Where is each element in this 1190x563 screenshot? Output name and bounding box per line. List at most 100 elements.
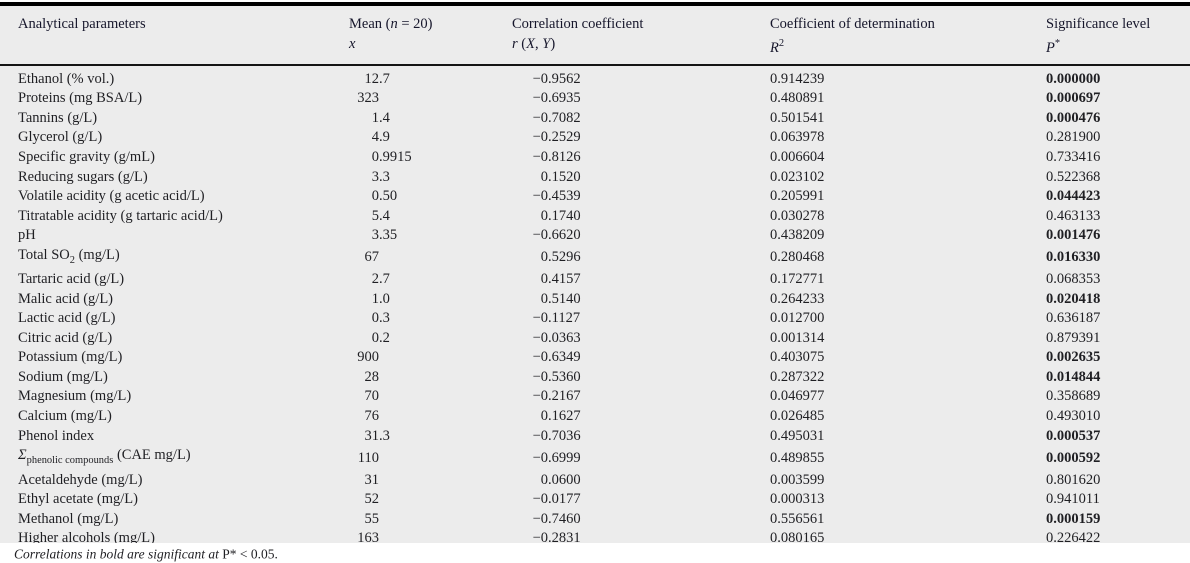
p-value-cell: 0.281900 [1046,129,1101,146]
mean-cell: 4.9 [340,128,503,148]
p-value-cell: 0.493010 [1046,408,1101,425]
table-row: Proteins (mg BSA/L) 323 −0.6935 0.480891 0.0… [0,89,1190,109]
param-cell: Proteins (mg BSA/L) [18,90,143,107]
r-squared-cell: 0.205991 [770,188,825,205]
frac-part: .5140 [548,290,581,307]
correlation-cell: −0.9562 [503,65,768,90]
frac-part: .8126 [548,149,581,166]
frac-part: .7 [379,70,390,87]
header-line1: Coefficient of determination [770,16,935,32]
mean-cell: 163 [340,529,503,555]
int-part: 0 [540,471,548,488]
int-part: −0 [532,368,548,385]
table-row: Malic acid (g/L) 1.0 0.5140 0.264233 0.02041… [0,290,1190,310]
r-squared-cell: 0.556561 [770,510,825,527]
int-part: 31 [364,427,380,444]
p-value-cell: 0.801620 [1046,471,1101,488]
mean-cell: 0.9915 [340,148,503,168]
frac-part: .9915 [379,149,412,166]
param-cell: Ethyl acetate (mg/L) [18,491,138,508]
mean-cell: 3.3 [340,168,503,188]
correlation-cell: 0.5296 [503,246,768,270]
table-row: Titratable acidity (g tartaric acid/L) 5.… [0,207,1190,227]
int-part: 2 [371,271,379,288]
p-value-cell: 0.002635 [1046,349,1101,366]
frac-part: .5360 [548,368,581,385]
p-value-cell: 0.001476 [1046,227,1101,244]
mean-cell: 70 [340,387,503,407]
frac-part: .1740 [548,207,581,224]
frac-part: .7 [379,271,390,288]
int-part: 3 [371,168,379,185]
int-part: −0 [532,449,548,466]
frac-part: .3 [379,168,390,185]
correlation-cell: −0.6620 [503,226,768,246]
correlation-cell: 0.1627 [503,407,768,427]
int-part: 163 [357,530,379,547]
correlation-cell: −0.7082 [503,109,768,129]
int-part: 55 [364,510,380,527]
mean-cell: 1.0 [340,290,503,310]
int-part: 0 [371,149,379,166]
frac-part: .4 [379,109,390,126]
param-cell: Malic acid (g/L) [18,290,114,307]
p-value-cell: 0.044423 [1046,188,1101,205]
r-squared-cell: 0.403075 [770,349,825,366]
header-line1: Analytical parameters [18,16,146,32]
frac-part: .7460 [548,510,581,527]
param-cell: Magnesium (mg/L) [18,388,132,405]
mean-cell: 2.7 [340,270,503,290]
frac-part: .4539 [548,188,581,205]
int-part: 0 [540,207,548,224]
frac-part: .4157 [548,271,581,288]
r-squared-cell: 0.495031 [770,427,825,444]
r-squared-cell: 0.026485 [770,408,825,425]
int-part: −0 [532,310,548,327]
correlation-cell: −0.2529 [503,128,768,148]
int-part: −0 [532,227,548,244]
table-header: Analytical parameters Mean (n = 20) x Co… [0,4,1190,66]
param-cell: Specific gravity (g/mL) [18,149,155,166]
int-part: −0 [532,109,548,126]
mean-cell: 55 [340,510,503,530]
table-row: Σphenolic compounds (CAE mg/L) 110 −0.6999… [0,446,1190,470]
p-value-cell: 0.733416 [1046,149,1101,166]
p-value-cell: 0.000476 [1046,109,1101,126]
mean-cell: 110 [340,446,503,470]
p-value-cell: 0.000159 [1046,510,1101,527]
r-squared-cell: 0.001314 [770,329,825,346]
p-value-cell: 0.016330 [1046,249,1101,266]
table-row: Ethanol (% vol.) 12.7 −0.9562 0.914239 0.000… [0,65,1190,90]
int-part: 0 [371,310,379,327]
int-part: 0 [371,188,379,205]
column-header-correlation-coefficient: Correlation coefficient r (X, Y) [503,4,768,66]
frac-part: .0600 [548,471,581,488]
frac-part: .4 [379,207,390,224]
correlation-cell: −0.8126 [503,148,768,168]
int-part: 0 [540,290,548,307]
table-row: Higher alcohols (mg/L) 163 −0.2831 0.080165… [0,529,1190,555]
int-part: 0 [540,271,548,288]
int-part: 52 [364,491,380,508]
column-header-mean: Mean (n = 20) x [340,4,503,66]
int-part: 0 [371,329,379,346]
int-part: −0 [532,427,548,444]
frac-part: .35 [379,227,398,244]
p-value-cell: 0.068353 [1046,271,1101,288]
p-value-cell: 0.226422 [1046,530,1101,547]
correlation-cell: 0.4157 [503,270,768,290]
int-part: 5 [371,207,379,224]
table-row: Specific gravity (g/mL) 0.9915 −0.8126 0.00… [0,148,1190,168]
r-squared-cell: 0.030278 [770,207,825,224]
param-cell: Citric acid (g/L) [18,329,113,346]
p-value-cell: 0.000592 [1046,449,1101,466]
int-part: 0 [540,249,548,266]
table-footnote: Correlations in bold are significant at … [0,543,1190,563]
p-value-cell: 0.014844 [1046,368,1101,385]
p-value-cell: 0.636187 [1046,310,1101,327]
header-line1: Significance level [1046,16,1151,32]
frac-part: .1627 [548,408,581,425]
int-part: −0 [532,530,548,547]
